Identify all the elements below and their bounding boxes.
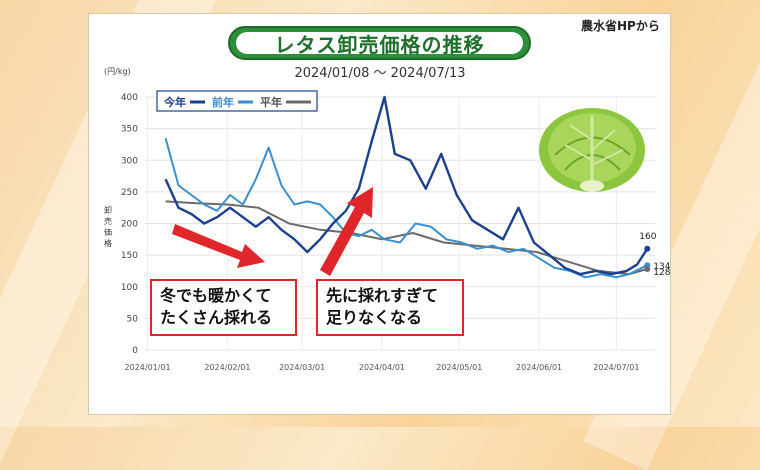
callout-right-line2: 足りなくなる xyxy=(326,308,423,327)
lettuce-illustration xyxy=(535,100,650,199)
y-tick-label: 0 xyxy=(132,346,138,356)
y-tick-label: 150 xyxy=(121,251,138,261)
end-value-label: 134 xyxy=(653,262,670,272)
y-axis-title-char: 価 xyxy=(104,228,112,237)
arrow-down-right xyxy=(172,224,265,268)
y-tick-label: 300 xyxy=(121,156,138,166)
callout-left: 冬でも暖かくて たくさん採れる xyxy=(150,279,297,336)
source-label: 農水省HPから xyxy=(581,19,660,33)
series-lines xyxy=(164,95,649,279)
series-line-average xyxy=(165,200,648,276)
y-tick-labels: 0 50 100 150 200 250 300 350 400 xyxy=(121,93,138,356)
series-line-last-year xyxy=(164,137,648,279)
y-axis-unit: (円/kg) xyxy=(104,67,131,76)
callout-right: 先に採れすぎて 足りなくなる xyxy=(316,279,464,336)
end-point-marker xyxy=(644,245,651,252)
date-range-subtitle: 2024/01/08 ～ 2024/07/13 xyxy=(294,66,466,81)
y-tick-label: 400 xyxy=(121,93,138,103)
y-axis-title-char: 卸 xyxy=(104,206,112,215)
y-axis-title-char: 売 xyxy=(104,217,112,226)
title-banner: レタス卸売価格の推移 xyxy=(228,26,531,60)
y-axis-title-char: 格 xyxy=(104,239,112,248)
callout-left-line2: たくさん採れる xyxy=(160,308,273,327)
x-tick-labels: 2024/01/01 2024/02/01 2024/03/01 2024/04/01… xyxy=(125,363,640,372)
legend: 今年 前年 平年 xyxy=(156,90,318,112)
x-tick-label: 2024/04/01 xyxy=(359,363,405,372)
y-tick-label: 350 xyxy=(121,125,138,135)
y-tick-label: 250 xyxy=(121,188,138,198)
chart-title: レタス卸売価格の推移 xyxy=(236,32,523,57)
x-tick-label: 2024/01/01 xyxy=(125,363,171,372)
legend-last-year: 前年 xyxy=(212,95,234,109)
y-tick-label: 50 xyxy=(127,314,139,324)
end-value-label: 160 xyxy=(639,232,656,242)
legend-average: 平年 xyxy=(260,95,282,109)
x-tick-label: 2024/06/01 xyxy=(516,363,562,372)
y-tick-label: 100 xyxy=(121,283,138,293)
x-tick-label: 2024/05/01 xyxy=(436,363,482,372)
chart-panel xyxy=(88,13,671,415)
arrow-up-icon xyxy=(320,187,373,276)
lettuce-icon xyxy=(539,108,645,192)
y-axis-title: 卸売価格 xyxy=(104,205,114,249)
end-point-marker xyxy=(644,266,651,273)
callout-right-line1: 先に採れすぎて xyxy=(326,286,439,305)
end-value-label: 128 xyxy=(653,268,670,278)
x-tick-label: 2024/07/01 xyxy=(593,363,639,372)
legend-this-year: 今年 xyxy=(163,95,186,109)
arrow-up-right xyxy=(320,187,373,276)
legend-box xyxy=(156,90,318,112)
arrow-down-icon xyxy=(172,224,265,268)
callout-left-line1: 冬でも暖かくて xyxy=(160,286,272,305)
x-tick-label: 2024/03/01 xyxy=(279,363,325,372)
y-tick-label: 200 xyxy=(121,220,138,230)
x-tick-label: 2024/02/01 xyxy=(204,363,250,372)
series-line-this-year xyxy=(164,95,649,276)
